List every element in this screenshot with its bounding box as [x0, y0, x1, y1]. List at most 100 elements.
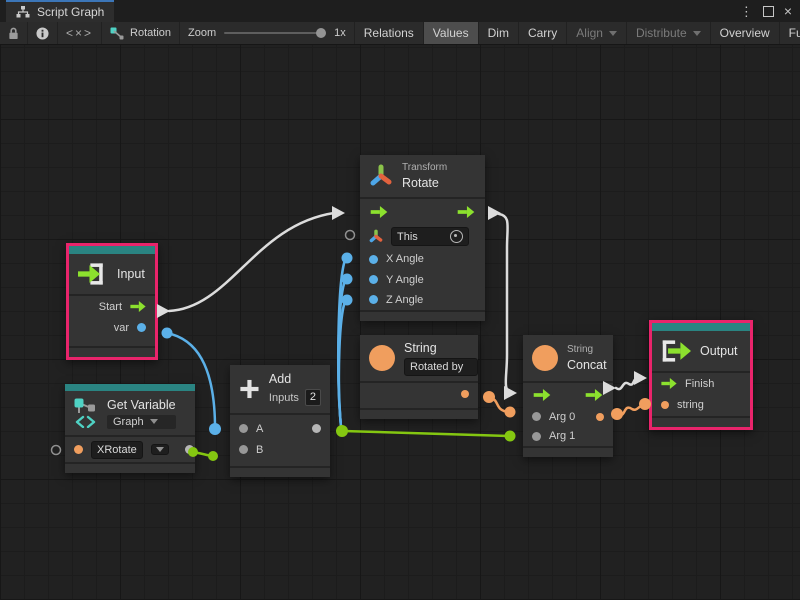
variable-row[interactable]: XRotate [65, 437, 195, 462]
node-input[interactable]: Input Start var [66, 243, 158, 360]
tab-label: Script Graph [37, 5, 105, 19]
port-row-z-angle[interactable]: Z Angle [360, 290, 485, 310]
node-rotate[interactable]: Transform Rotate This X Angle Y Angle Z … [360, 155, 485, 321]
node-title: String [404, 340, 437, 355]
zoom-slider[interactable] [224, 28, 327, 38]
node-caption: Transform [402, 162, 448, 173]
graph-input-icon [78, 263, 103, 285]
zoom-slider-handle[interactable] [316, 28, 327, 38]
value-output-port[interactable] [596, 412, 604, 421]
chevron-down-icon [608, 30, 617, 36]
value-input-port[interactable] [239, 424, 248, 433]
flow-row[interactable] [523, 383, 613, 407]
relations-button[interactable]: Relations [353, 22, 424, 44]
kebab-menu-icon[interactable]: ⋮ [739, 3, 753, 19]
object-picker-icon[interactable] [450, 230, 463, 244]
value-input-port[interactable] [369, 254, 378, 264]
mini-graph-icon [110, 27, 124, 39]
variable-name: XRotate [97, 443, 137, 456]
overview-label: Overview [719, 26, 770, 40]
input-count-field[interactable]: 2 [304, 389, 321, 406]
code-view-button[interactable]: <×> [58, 22, 103, 44]
value-input-port[interactable] [532, 412, 541, 422]
add-icon [240, 379, 259, 399]
port-label: Z Angle [386, 293, 424, 306]
node-add[interactable]: Add Inputs 2 A B [230, 365, 330, 477]
string-value: Rotated by [410, 360, 464, 373]
port-row-finish[interactable]: Finish [652, 373, 750, 394]
align-label: Align [576, 26, 603, 40]
node-color-strip [652, 323, 750, 331]
dim-button[interactable]: Dim [479, 22, 519, 44]
maximize-icon[interactable] [762, 5, 774, 17]
overview-button[interactable]: Overview [711, 22, 780, 44]
title-bar: Script Graph ⋮ × [0, 0, 800, 22]
string-value-field[interactable]: Rotated by [404, 357, 478, 376]
port-row-string[interactable]: string [652, 394, 750, 415]
variable-name-field[interactable]: XRotate [91, 440, 143, 459]
graph-icon [16, 6, 30, 18]
code-icon: <×> [66, 26, 94, 40]
flow-row[interactable] [360, 199, 485, 224]
flow-input-port-icon[interactable] [661, 378, 677, 389]
port-row-start[interactable]: Start [69, 296, 155, 317]
node-footer [360, 408, 478, 419]
values-button[interactable]: Values [423, 22, 479, 44]
port-label: Start [98, 300, 122, 313]
port-label: var [113, 321, 129, 334]
lock-button[interactable] [0, 22, 28, 44]
port-row-x-angle[interactable]: X Angle [360, 249, 485, 269]
node-get-variable[interactable]: Get Variable Graph XRotate [65, 384, 195, 473]
value-output-port[interactable] [461, 389, 469, 398]
value-output-port[interactable] [312, 424, 321, 433]
graph-breadcrumb[interactable]: Rotation [102, 22, 181, 44]
value-output-port[interactable] [137, 323, 146, 332]
port-row-b[interactable]: B [230, 439, 330, 460]
variable-picker-button[interactable] [150, 444, 169, 455]
value-output-port[interactable] [184, 445, 194, 454]
value-input-port[interactable] [239, 445, 248, 454]
distribute-label: Distribute [635, 26, 687, 40]
node-string-literal[interactable]: String Rotated by [360, 335, 478, 419]
tab-script-graph[interactable]: Script Graph [6, 0, 115, 22]
close-icon[interactable]: × [783, 3, 792, 19]
flow-output-port-icon[interactable] [456, 205, 476, 218]
flow-output-port-icon[interactable] [130, 301, 146, 312]
node-output[interactable]: Output Finish string [649, 320, 753, 430]
flow-output-port-icon[interactable] [584, 389, 604, 402]
value-input-port[interactable] [369, 275, 378, 285]
node-title: Add [268, 372, 292, 386]
align-button[interactable]: Align [567, 22, 627, 44]
string-type-icon [369, 345, 395, 371]
transform-mini-icon [369, 229, 383, 243]
value-input-port[interactable] [532, 431, 541, 441]
value-input-port[interactable] [661, 400, 669, 409]
flow-input-port-icon[interactable] [532, 389, 552, 402]
node-caption: String [567, 344, 594, 355]
zoom-value: 1x [334, 27, 346, 39]
target-field-value: This [397, 230, 418, 243]
port-row-a[interactable]: A [230, 418, 330, 439]
node-title: Input [117, 267, 145, 281]
carry-button[interactable]: Carry [519, 22, 568, 44]
node-title: Output [700, 344, 738, 358]
port-row-y-angle[interactable]: Y Angle [360, 269, 485, 289]
port-row-var[interactable]: var [69, 317, 155, 338]
inspect-button[interactable] [28, 22, 58, 44]
value-input-port[interactable] [369, 295, 378, 305]
distribute-button[interactable]: Distribute [627, 22, 711, 44]
get-variable-icon [74, 398, 96, 428]
flow-input-port-icon[interactable] [369, 205, 389, 218]
port-row-arg1[interactable]: Arg 1 [523, 427, 613, 446]
node-concat[interactable]: String Concat Arg 0 Arg 1 [523, 335, 613, 457]
target-row[interactable]: This [360, 224, 485, 249]
node-title: Concat [567, 358, 607, 372]
port-row-arg0[interactable]: Arg 0 [523, 407, 613, 426]
relations-label: Relations [363, 26, 414, 40]
variable-scope-dropdown[interactable]: Graph [107, 414, 176, 429]
output-row[interactable] [360, 383, 478, 404]
info-icon [36, 26, 49, 40]
value-input-port[interactable] [74, 445, 83, 454]
target-field[interactable]: This [391, 227, 469, 247]
fullscreen-button[interactable]: Full Screen [780, 22, 800, 44]
